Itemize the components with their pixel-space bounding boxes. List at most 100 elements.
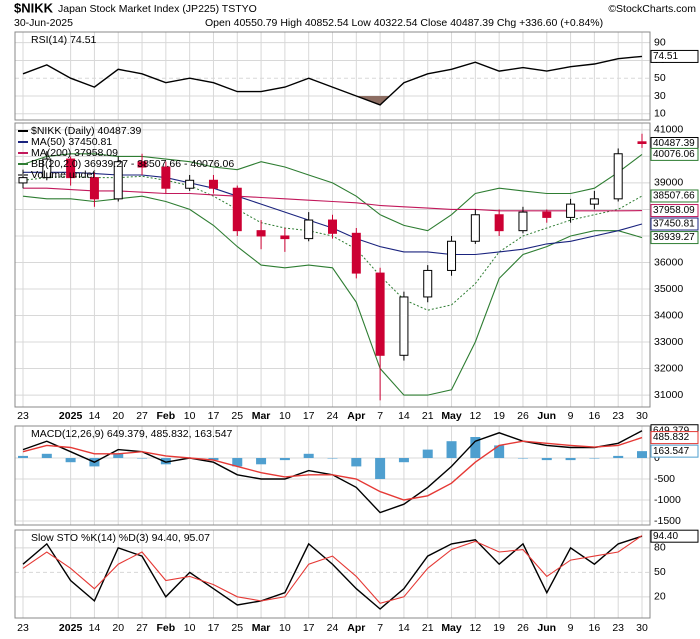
x-tick-label: 14 — [398, 410, 410, 422]
candle-body — [256, 230, 266, 237]
moving-average — [23, 187, 643, 212]
value-tag-box — [650, 189, 699, 203]
x-tick-label: 19 — [493, 410, 505, 422]
candle-body — [304, 219, 314, 240]
x-tick-label: 12 — [470, 622, 482, 634]
x-tick-label: 12 — [470, 410, 482, 422]
candle-body — [208, 179, 218, 189]
bb-upper — [22, 153, 643, 232]
x-tick-label: 24 — [327, 622, 339, 634]
legend-entry: $NIKK (Daily) 40487.39 — [31, 125, 141, 137]
x-tick-label: 20 — [112, 622, 124, 634]
histogram-bar — [375, 458, 386, 480]
histogram-bar — [446, 441, 457, 459]
plot-area — [22, 535, 643, 610]
value-tag: 40076.06 — [653, 149, 695, 160]
y-tick-label: 50 — [654, 72, 666, 84]
x-tick-label: 21 — [422, 622, 434, 634]
candle-body — [232, 187, 242, 232]
legend-entry: BB(20,2.0) 36939.27 - 38507.66 - 40076.0… — [31, 158, 234, 170]
y-tick-label: -500 — [654, 473, 675, 485]
legend-entry: Volume undef — [31, 169, 95, 181]
x-tick-label: 9 — [568, 622, 574, 634]
x-tick-label: 27 — [136, 410, 148, 422]
histogram-bar — [232, 458, 243, 467]
histogram-bar — [517, 458, 528, 459]
histogram-bar — [398, 458, 409, 463]
value-tag: 37958.09 — [653, 205, 695, 216]
indicator-line — [22, 535, 643, 604]
indicator-line — [22, 436, 643, 501]
histogram-bar — [18, 455, 28, 459]
candle-body — [185, 179, 195, 189]
histogram-bar — [637, 451, 647, 459]
value-tag-box — [650, 147, 699, 161]
x-tick-label: Mar — [252, 622, 271, 634]
x-tick-label: 21 — [422, 410, 434, 422]
value-tag-box — [650, 49, 699, 63]
candle-body — [637, 141, 647, 144]
candle-body — [137, 161, 147, 168]
x-tick-label: Jun — [537, 410, 556, 422]
y-tick-label: 50 — [654, 566, 666, 578]
y-tick-label: 20 — [654, 591, 666, 603]
x-tick-label: 10 — [184, 410, 196, 422]
histogram-bar — [256, 458, 267, 465]
histogram-bar — [208, 458, 219, 461]
histogram-bar — [65, 458, 76, 463]
value-tag: 163.547 — [653, 446, 690, 457]
x-tick-label: 7 — [377, 622, 383, 634]
x-tick-label: 10 — [184, 622, 196, 634]
histogram-bar — [541, 458, 552, 461]
x-tick-label: Jun — [537, 622, 556, 634]
index-name: Japan Stock Market Index (JP225) TSTYO — [58, 3, 257, 15]
value-tag-box — [650, 431, 699, 445]
x-tick-label: 26 — [517, 622, 529, 634]
quote: Open 40550.79 High 40852.54 Low 40322.54… — [205, 17, 603, 29]
y-tick-label: 31000 — [654, 389, 683, 401]
y-tick-label: 32000 — [654, 362, 683, 374]
y-tick-label: 30 — [654, 90, 666, 102]
legend-entry: MA(50) 37450.81 — [31, 136, 112, 148]
x-tick-label: Apr — [347, 622, 365, 634]
x-tick-label: 2025 — [59, 410, 83, 422]
value-tag: 37450.81 — [653, 219, 695, 230]
panel-frame — [14, 122, 651, 408]
indicator-line — [22, 535, 643, 610]
histogram-bar — [422, 449, 433, 459]
x-tick-label: 23 — [612, 622, 624, 634]
candle-body — [42, 158, 52, 179]
y-tick-label: 36000 — [654, 256, 683, 268]
candle-body — [89, 177, 99, 200]
value-tag-box — [650, 231, 699, 245]
candle-body — [351, 232, 361, 274]
x-tick-label: 16 — [589, 622, 601, 634]
value-tag: 94.40 — [653, 531, 678, 542]
x-tick-label: Mar — [252, 410, 271, 422]
x-tick-label: 9 — [568, 410, 574, 422]
candle-body — [423, 269, 433, 298]
histogram-bar — [565, 458, 576, 461]
x-tick-label: 14 — [89, 410, 101, 422]
histogram-bar — [160, 458, 171, 465]
credit: ©StockCharts.com — [608, 3, 696, 15]
candle-body — [399, 296, 409, 356]
x-tick-label: 30 — [636, 622, 648, 634]
candle-body — [566, 203, 576, 218]
x-tick-label: 20 — [112, 410, 124, 422]
y-tick-label: 41000 — [654, 124, 683, 136]
x-tick-label: 19 — [493, 622, 505, 634]
y-tick-label: 33000 — [654, 336, 683, 348]
panel-frame — [14, 529, 651, 619]
x-tick-label: 24 — [327, 410, 339, 422]
indicator-line — [22, 55, 643, 106]
y-tick-label: 0 — [654, 452, 660, 464]
value-tag-box — [650, 204, 699, 218]
plot-area — [22, 55, 643, 106]
value-tag-box — [650, 444, 699, 458]
panel-frame — [14, 425, 651, 526]
plot-area — [18, 430, 647, 514]
candle-body — [161, 166, 171, 189]
panel-frame — [14, 31, 651, 121]
